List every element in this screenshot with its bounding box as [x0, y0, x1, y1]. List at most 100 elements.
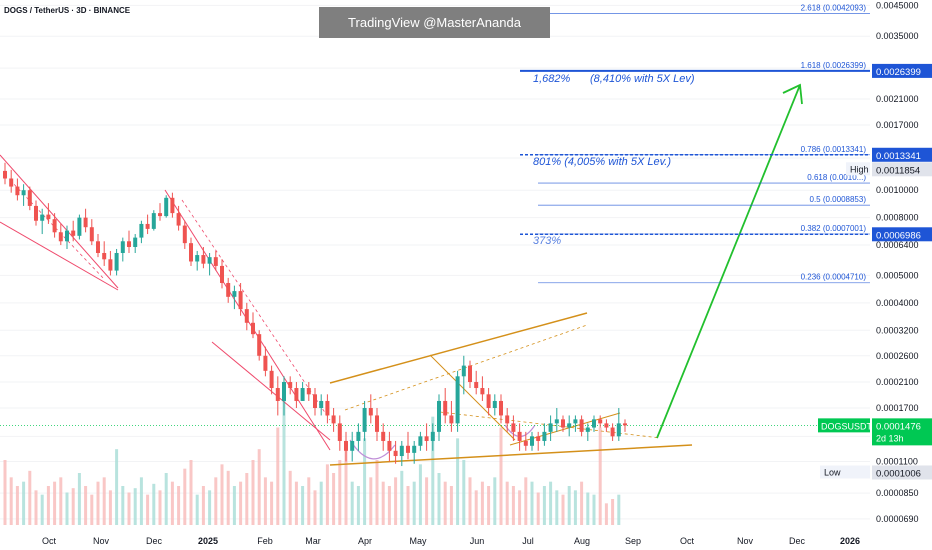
volume-bar: [121, 486, 125, 525]
volume-bar: [468, 477, 472, 525]
volume-bar: [232, 486, 236, 525]
annotation-text: 373%: [533, 235, 561, 247]
trend-line: [509, 412, 621, 446]
volume-bar: [400, 470, 404, 525]
candle-body: [536, 436, 541, 441]
candle-body: [468, 365, 472, 383]
fib-levels: 2.618 (0.0042093) 1.618 (0.0026399) 0.786 …: [0, 4, 870, 426]
candle-body: [294, 388, 299, 401]
volume-bar: [611, 499, 615, 525]
volume-bar: [282, 395, 286, 525]
low-label-bg: [820, 465, 870, 479]
candle-body: [623, 423, 627, 426]
candle-body: [430, 431, 435, 441]
time-tick-label: May: [409, 536, 427, 546]
candle-body: [83, 217, 88, 228]
volume-bar: [239, 481, 243, 525]
price-axis[interactable]: 0.00450000.00350000.00270000.00210000.00…: [818, 0, 932, 550]
price-tick-label: 0.0003200: [876, 325, 919, 335]
volume-bar: [530, 481, 534, 525]
volume-bar: [586, 492, 590, 525]
candle-body: [127, 241, 131, 247]
candle-body: [52, 219, 57, 233]
candle-body: [226, 283, 231, 297]
volume-bar: [270, 481, 274, 525]
volume-bar: [387, 486, 391, 525]
fib-label: 2.618 (0.0042093): [801, 4, 867, 13]
volume-bar: [127, 492, 131, 525]
price-tick-label: 0.0045000: [876, 0, 919, 10]
countdown-label: 2d 13h: [876, 433, 904, 443]
candle-body: [220, 265, 224, 284]
candle-body: [213, 257, 218, 266]
last-price-value: 0.0001476: [876, 421, 921, 432]
volume-bar: [96, 481, 100, 525]
volume-bar: [480, 481, 484, 525]
candle-body: [505, 415, 510, 424]
volume-bar: [617, 494, 621, 525]
candle-body: [170, 197, 175, 214]
candle-body: [412, 445, 417, 453]
target-arrow-head: [782, 83, 803, 105]
candle-body: [579, 419, 584, 432]
candle-body: [523, 440, 528, 446]
volume-bar: [604, 503, 608, 525]
time-tick-label: Aug: [574, 536, 590, 546]
candle-body: [189, 243, 193, 262]
candle-body: [151, 213, 156, 229]
candle-body: [164, 197, 169, 217]
candle-body: [356, 431, 361, 441]
volume-bar: [226, 470, 230, 525]
low-price-tag: [872, 465, 932, 480]
volume-bar: [394, 477, 398, 525]
volume-bar: [381, 481, 385, 525]
candle-body: [182, 225, 187, 244]
time-axis[interactable]: Oct Nov Dec 2025 Feb Mar Apr May Jun Jul Aug Sep Oct…: [42, 536, 860, 546]
target-price-tag: [872, 227, 932, 242]
candle-body: [263, 355, 268, 371]
time-tick-label: Dec: [146, 536, 163, 546]
candle-body: [207, 257, 212, 264]
volume-bar: [344, 449, 348, 525]
volume-bar: [59, 477, 63, 525]
candle-body: [585, 427, 590, 432]
volume-bar: [301, 486, 305, 525]
target-price-tag: [872, 147, 932, 162]
candle-body: [604, 423, 609, 428]
price-tick-label: 0.0008000: [876, 213, 919, 223]
volume-bar: [505, 481, 509, 525]
time-tick-label: Oct: [680, 536, 695, 546]
trend-line: [329, 312, 588, 384]
high-label: High: [850, 164, 869, 174]
volume-bar: [375, 460, 379, 525]
volume-bar: [90, 494, 94, 525]
candle-body: [251, 322, 255, 335]
time-tick-label: Apr: [358, 536, 372, 546]
volume-bar: [412, 481, 416, 525]
candle-body: [331, 415, 336, 424]
volume-bar: [288, 470, 292, 525]
candle-body: [461, 365, 466, 377]
candles: [3, 162, 627, 467]
price-tick-label: 0.0005000: [876, 270, 919, 280]
volume-bar: [77, 473, 81, 525]
volume-bar: [332, 473, 336, 525]
candle-body: [418, 436, 423, 446]
target-price-tag-label: 0.0026399: [876, 67, 921, 78]
target-price-tag-label: 0.0006986: [876, 230, 921, 241]
time-tick-label: 2025: [198, 536, 218, 546]
target-price-tag-label: 0.0013341: [876, 151, 921, 162]
high-price-tag: [872, 162, 932, 177]
volume-bar: [15, 486, 19, 525]
candle-body: [610, 427, 615, 437]
watermark: TradingView @MasterAnanda: [319, 7, 550, 38]
price-tick-label: 0.0000690: [876, 514, 919, 524]
price-tick-label: 0.0001700: [876, 403, 919, 413]
volume-bar: [536, 492, 540, 525]
last-price-tag: [872, 418, 932, 446]
volume-bar: [319, 481, 323, 525]
fib-label: 1.618 (0.0026399): [801, 61, 867, 70]
candle-body: [561, 419, 565, 428]
volume-bar: [598, 427, 602, 525]
